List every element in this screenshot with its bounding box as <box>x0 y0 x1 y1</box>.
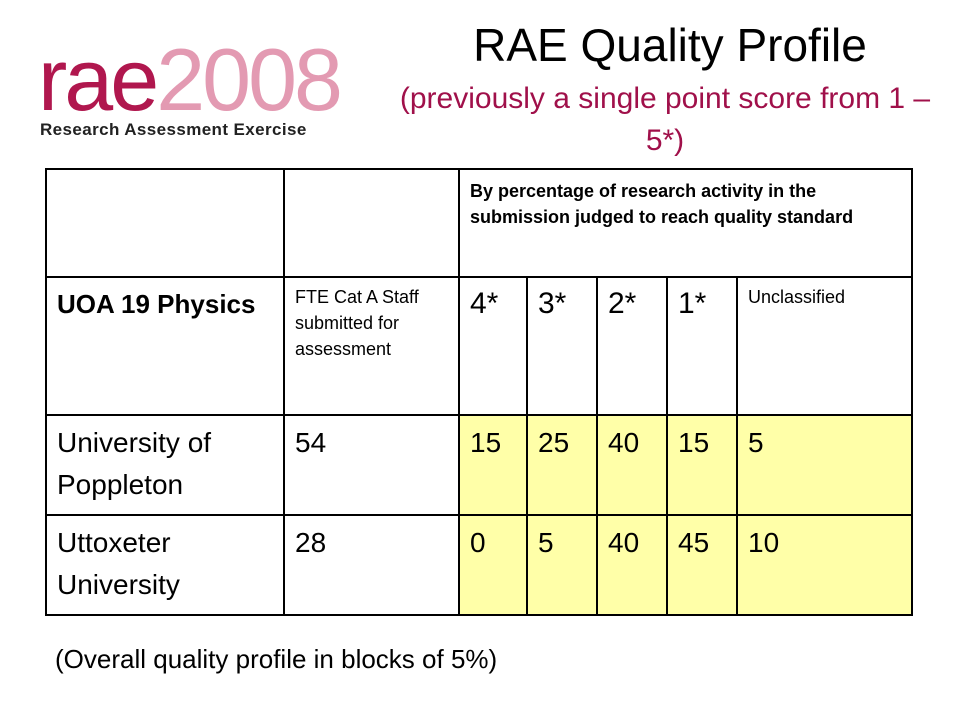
header-empty-cell-2 <box>283 168 460 278</box>
table-level-row: UOA 19 Physics FTE Cat A Staff submitted… <box>45 276 913 416</box>
value-unclassified: 10 <box>748 527 780 558</box>
value-2star: 40 <box>608 427 640 458</box>
rae2008-logo: rae2008 Research Assessment Exercise <box>38 36 383 140</box>
table-row: University of Poppleton 54 15 25 40 15 5 <box>45 414 913 516</box>
value-1star: 15 <box>678 427 710 458</box>
slide-title: RAE Quality Profile <box>473 19 867 71</box>
value-cell: 15 <box>458 414 528 516</box>
fte-value: 28 <box>295 527 327 558</box>
value-cell: 5 <box>736 414 913 516</box>
header-description-cell: By percentage of research activity in th… <box>458 168 913 278</box>
quality-profile-table: By percentage of research activity in th… <box>45 168 913 616</box>
value-cell: 5 <box>526 514 598 616</box>
value-cell: 40 <box>596 414 668 516</box>
value-cell: 25 <box>526 414 598 516</box>
level-cell: Unclassified <box>736 276 913 416</box>
logo-subtitle: Research Assessment Exercise <box>40 120 307 139</box>
slide-subtitle: (previously a single point score from 1 … <box>399 82 931 157</box>
footnote: (Overall quality profile in blocks of 5%… <box>55 644 498 674</box>
level-3star: 3* <box>538 287 567 320</box>
uoa-cell: UOA 19 Physics <box>45 276 285 416</box>
value-4star: 15 <box>470 427 502 458</box>
level-cell: 2* <box>596 276 668 416</box>
fte-value: 54 <box>295 427 327 458</box>
logo-rae: rae <box>38 30 159 129</box>
value-cell: 10 <box>736 514 913 616</box>
level-cell: 3* <box>526 276 598 416</box>
level-unclassified: Unclassified <box>748 287 846 307</box>
header-empty-cell-1 <box>45 168 285 278</box>
institution-cell: Uttoxeter University <box>45 514 285 616</box>
value-cell: 45 <box>666 514 738 616</box>
value-cell: 15 <box>666 414 738 516</box>
level-4star: 4* <box>470 287 499 320</box>
fte-label: FTE Cat A Staff submitted for assessment <box>295 287 419 359</box>
institution-cell: University of Poppleton <box>45 414 285 516</box>
value-1star: 45 <box>678 527 710 558</box>
table-header-row: By percentage of research activity in th… <box>45 168 913 278</box>
value-cell: 40 <box>596 514 668 616</box>
fte-value-cell: 54 <box>283 414 460 516</box>
institution-name: University of Poppleton <box>57 427 212 500</box>
value-3star: 5 <box>538 527 554 558</box>
level-1star: 1* <box>678 287 707 320</box>
fte-value-cell: 28 <box>283 514 460 616</box>
logo-year: 2008 <box>156 30 343 129</box>
level-cell: 4* <box>458 276 528 416</box>
value-3star: 25 <box>538 427 570 458</box>
value-unclassified: 5 <box>748 427 764 458</box>
value-2star: 40 <box>608 527 640 558</box>
level-cell: 1* <box>666 276 738 416</box>
logo-wordmark: rae2008 <box>38 36 343 124</box>
table-row: Uttoxeter University 28 0 5 40 45 10 <box>45 514 913 616</box>
value-4star: 0 <box>470 527 486 558</box>
institution-name: Uttoxeter University <box>57 527 180 600</box>
level-2star: 2* <box>608 287 637 320</box>
header-description: By percentage of research activity in th… <box>470 181 854 227</box>
fte-cell: FTE Cat A Staff submitted for assessment <box>283 276 460 416</box>
value-cell: 0 <box>458 514 528 616</box>
uoa-label: UOA 19 Physics <box>57 289 256 319</box>
